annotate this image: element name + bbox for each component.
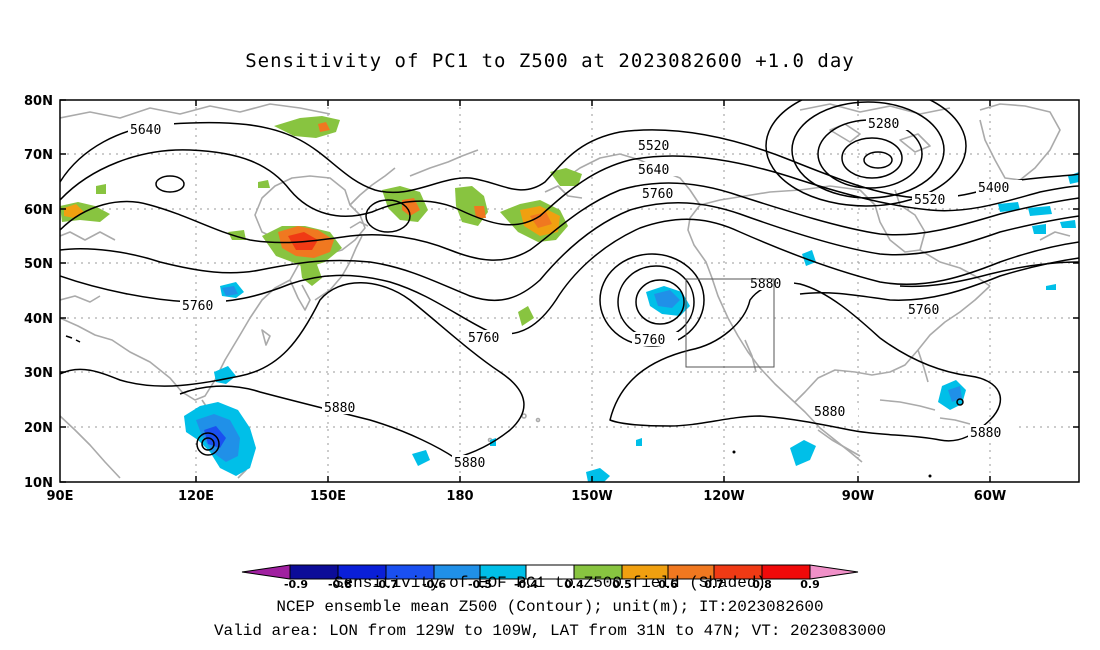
contour-label: 5760: [642, 187, 673, 202]
lat-label: 70N: [24, 148, 53, 163]
colorbar-tick: -0.8: [328, 578, 352, 591]
contour-label: 5400: [978, 181, 1009, 196]
lat-label: 80N: [24, 94, 53, 109]
contour-label: 5520: [914, 193, 945, 208]
colorbar-tick: 0.5: [612, 578, 632, 591]
lon-label: 90E: [47, 489, 74, 504]
contour-label: 5760: [182, 299, 213, 314]
contour-labels: 5640 5520 5640 5760 5280 5400 5520 5760 …: [128, 116, 1022, 471]
map-title: Sensitivity of PC1 to Z500 at 2023082600…: [245, 50, 855, 72]
lon-label: 60W: [974, 489, 1006, 504]
contour-label: 5880: [454, 456, 485, 471]
contour-label: 5640: [638, 163, 669, 178]
contour-label: 5760: [634, 333, 665, 348]
lon-label: 150E: [310, 489, 346, 504]
lon-label: 120W: [703, 489, 744, 504]
colorbar: [241, 564, 859, 580]
lat-label: 20N: [24, 421, 53, 436]
colorbar-swatch: [809, 564, 859, 580]
colorbar-tick: -0.9: [284, 578, 308, 591]
caption-shading: Sensitivity of EOF PC1 to Z500 field (Sh…: [333, 574, 767, 592]
lat-label: 50N: [24, 257, 53, 272]
sensitivity-shading: [60, 116, 1079, 482]
colorbar-tick: -0.7: [374, 578, 398, 591]
caption-contour: NCEP ensemble mean Z500 (Contour); unit(…: [276, 598, 824, 616]
map-frame: [59, 99, 1080, 483]
colorbar-tick: 0.8: [752, 578, 772, 591]
colorbar-tick: 0.6: [658, 578, 678, 591]
contour-label: 5880: [814, 405, 845, 420]
colorbar-tick: -0.4: [514, 578, 538, 591]
coastlines: [60, 103, 1071, 479]
contour-label: 5760: [468, 331, 499, 346]
lat-label: 60N: [24, 203, 53, 218]
lon-label: 90W: [842, 489, 874, 504]
caption-valid-area: Valid area: LON from 129W to 109W, LAT f…: [213, 622, 887, 640]
contour-label: 5760: [908, 303, 939, 318]
valid-area-box: [685, 278, 775, 368]
contour-label: 5640: [130, 123, 161, 138]
lon-label: 180: [446, 489, 473, 504]
colorbar-tick: 0.7: [704, 578, 724, 591]
contour-label: 5880: [970, 426, 1001, 441]
lon-label: 150W: [571, 489, 612, 504]
lat-label: 10N: [24, 476, 53, 491]
contour-label: 5880: [324, 401, 355, 416]
colorbar-tick: -0.6: [422, 578, 446, 591]
lat-labels: 80N 70N 60N 50N 40N 30N 20N 10N: [24, 94, 53, 491]
lon-labels: 90E 120E 150E 180 150W 120W 90W 60W: [47, 489, 1007, 504]
lat-label: 40N: [24, 312, 53, 327]
contour-label: 5280: [868, 117, 899, 132]
colorbar-tick: 0.9: [800, 578, 820, 591]
contour-label: 5520: [638, 139, 669, 154]
colorbar-tick: -0.5: [468, 578, 492, 591]
contour-label: 5880: [750, 277, 781, 292]
lat-label: 30N: [24, 366, 53, 381]
axis-ticks: [60, 99, 1079, 483]
colorbar-ticks: -0.9 -0.8 -0.7 -0.6 -0.5 -0.4 0.4 0.5 0.…: [284, 578, 820, 591]
colorbar-tick: 0.4: [564, 578, 584, 591]
lon-label: 120E: [178, 489, 214, 504]
